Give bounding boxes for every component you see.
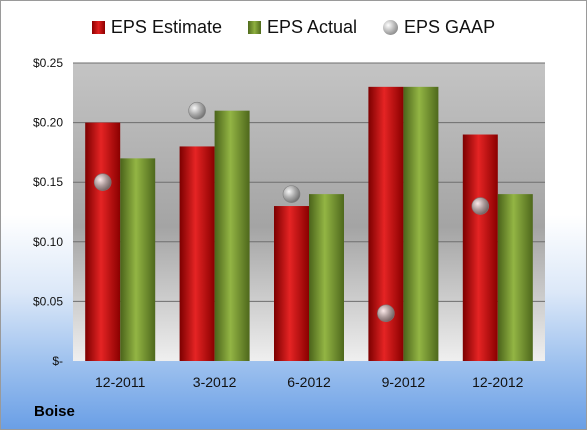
x-axis: 12-2011 3-2012 6-2012 9-2012 12-2012 [95,374,524,390]
legend-label-estimate: EPS Estimate [110,17,222,37]
point-eps-gaap [93,173,112,191]
x-tick-label: 12-2011 [95,374,146,390]
bar-eps-estimate [462,134,498,361]
bar-eps-estimate [85,122,121,361]
y-axis: $- $0.05 $0.10 $0.15 $0.20 $0.25 [33,56,63,368]
y-tick-label: $0.20 [33,116,63,130]
y-tick-label: $0.10 [33,235,63,249]
point-eps-gaap [188,101,206,120]
legend: EPS Estimate EPS Actual EPS GAAP [1,17,586,38]
legend-item-eps-actual: EPS Actual [247,17,358,38]
legend-label-actual: EPS Actual [266,17,358,37]
legend-swatch-gaap [383,20,399,35]
bar-eps-actual [309,194,344,361]
bar-eps-actual [403,86,439,361]
bar-eps-actual [120,158,156,361]
point-eps-gaap [282,185,301,203]
legend-label-gaap: EPS GAAP [404,17,496,37]
x-tick-label: 3-2012 [193,374,237,390]
legend-item-eps-gaap: EPS GAAP [383,17,495,38]
x-tick-label: 6-2012 [287,374,331,390]
bar-eps-actual [497,194,533,361]
bar-eps-estimate [274,206,309,361]
legend-swatch-actual [247,21,261,34]
point-eps-gaap [377,304,395,323]
gaap-points [93,101,490,323]
y-tick-label: $0.15 [33,175,63,189]
x-tick-label: 12-2012 [472,374,524,390]
bar-eps-estimate [179,146,215,361]
y-tick-label: $0.25 [33,56,63,70]
x-tick-label: 9-2012 [382,374,426,390]
y-tick-label: $0.05 [33,294,63,308]
legend-swatch-estimate [91,21,105,34]
point-eps-gaap [471,197,490,215]
legend-item-eps-estimate: EPS Estimate [91,17,222,38]
y-tick-label: $- [52,354,63,368]
bar-eps-actual [214,110,250,362]
brand-label: Boise [34,403,75,420]
